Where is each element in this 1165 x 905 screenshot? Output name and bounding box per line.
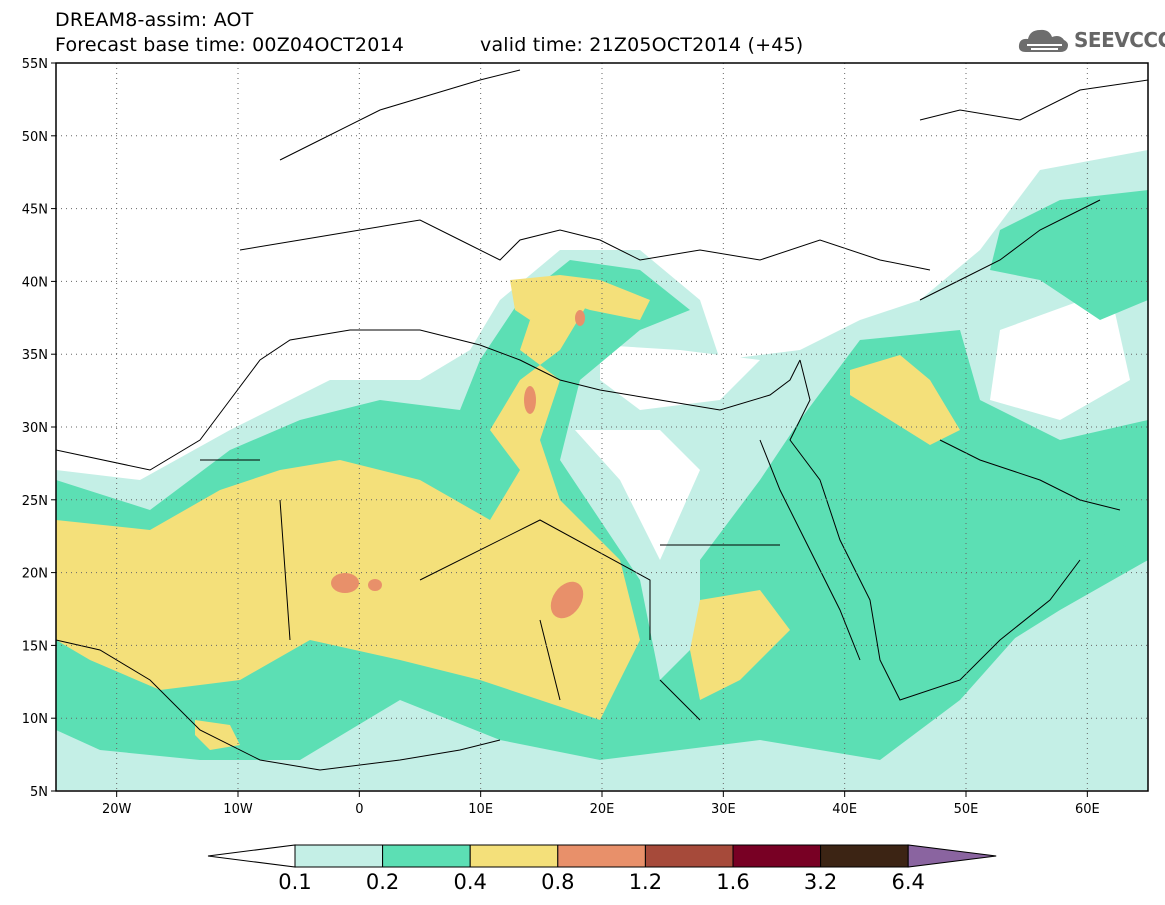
colorbar-over-triangle <box>907 844 997 868</box>
colorbar-segment <box>294 844 384 868</box>
colorbar-level-label: 6.4 <box>891 870 924 894</box>
colorbar-level-label: 0.8 <box>541 870 574 894</box>
colorbar-level-label: 0.1 <box>278 870 311 894</box>
colorbar-level-label: 3.2 <box>804 870 837 894</box>
seevccc-logo: SEEVCCC <box>1018 24 1165 56</box>
lon-tick-label: 50E <box>954 802 979 817</box>
colorbar-level-label: 0.4 <box>453 870 486 894</box>
title-valid-time: valid time: 21Z05OCT2014 (+45) <box>480 34 804 56</box>
latitude-labels: 55N 50N 45N 40N 35N 30N 25N 20N 15N 10N 5N <box>22 57 56 800</box>
lon-tick-label: 10E <box>468 802 493 817</box>
cloud-icon <box>1018 29 1068 52</box>
lon-tick-label: 20W <box>102 802 132 817</box>
title-base-time: Forecast base time: 00Z04OCT2014 <box>55 34 405 56</box>
title-product: DREAM8-assim: AOT <box>55 9 254 31</box>
lat-tick-label: 35N <box>22 348 48 363</box>
colorbar-segment <box>469 844 559 868</box>
lat-tick-label: 40N <box>22 275 48 290</box>
colorbar-level-label: 1.2 <box>629 870 662 894</box>
lon-tick-label: 20E <box>590 802 615 817</box>
coastlines <box>56 69 1148 771</box>
colorbar-under-triangle <box>207 844 296 868</box>
lat-tick-label: 5N <box>30 785 48 800</box>
colorbar-segment <box>820 844 909 868</box>
colorbar-segment <box>557 844 646 868</box>
lat-tick-label: 50N <box>22 130 48 145</box>
lat-tick-label: 30N <box>22 421 48 436</box>
lon-tick-label: 40E <box>832 802 857 817</box>
lon-tick-label: 30E <box>711 802 736 817</box>
lon-tick-label: 60E <box>1075 802 1100 817</box>
colorbar-level-label: 1.6 <box>716 870 749 894</box>
colorbar-segment <box>382 844 471 868</box>
lat-tick-label: 15N <box>22 639 48 654</box>
lat-tick-label: 25N <box>22 494 48 509</box>
colorbar: 0.1 0.2 0.4 0.8 1.2 1.6 3.2 6.4 <box>207 844 997 894</box>
lon-tick-label: 0 <box>355 802 363 817</box>
lat-tick-label: 45N <box>22 203 48 218</box>
logo-text: SEEVCCC <box>1074 28 1165 52</box>
lat-tick-label: 10N <box>22 712 48 727</box>
colorbar-segment <box>644 844 734 868</box>
lat-tick-label: 55N <box>22 57 48 72</box>
graticule <box>56 63 1148 791</box>
lat-tick-label: 20N <box>22 567 48 582</box>
lon-tick-label: 10W <box>223 802 253 817</box>
colorbar-level-label: 0.2 <box>366 870 399 894</box>
colorbar-segment <box>732 844 822 868</box>
longitude-labels: 20W 10W 0 10E 20E 30E 40E 50E 60E <box>102 791 1100 817</box>
